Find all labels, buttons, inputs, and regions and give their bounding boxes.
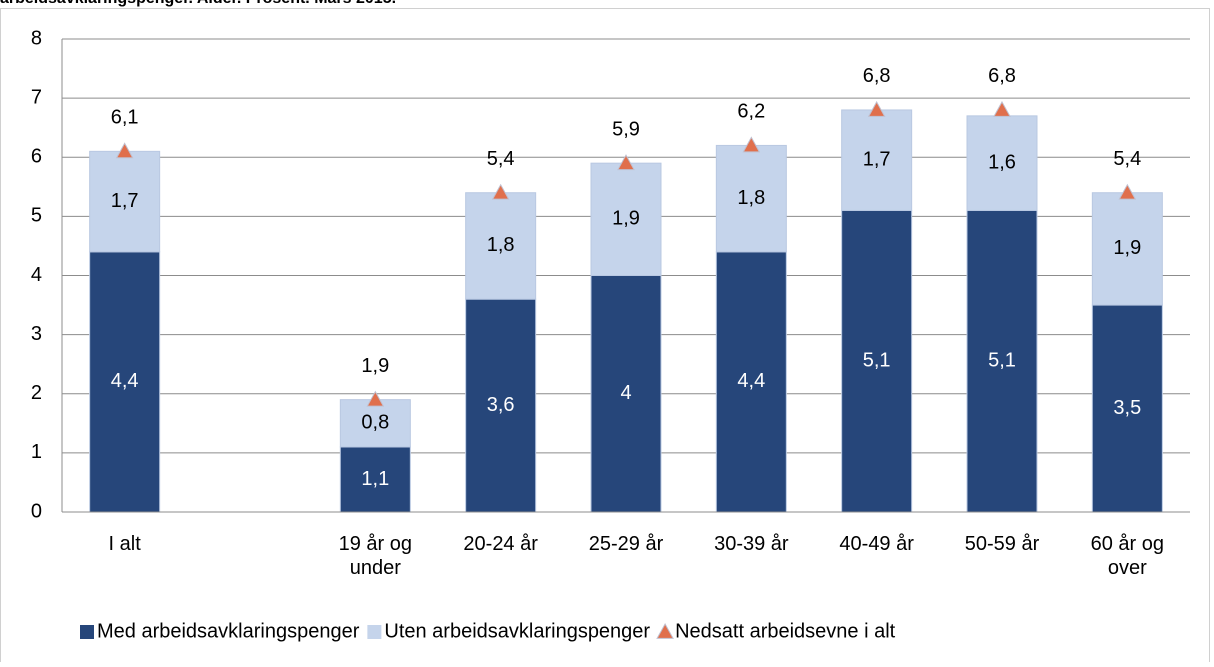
bar-segment <box>966 115 1038 211</box>
bar-segment <box>339 446 411 513</box>
data-label: 4,4 <box>737 370 765 392</box>
data-label: 1,6 <box>988 151 1016 173</box>
legend-label: Nedsatt arbeidsevne i alt <box>675 620 896 642</box>
data-label: 6,1 <box>111 107 139 129</box>
x-tick-label: 40-49 år <box>839 533 914 555</box>
legend-swatch <box>80 625 94 639</box>
y-tick-label: 4 <box>31 264 42 286</box>
data-label: 4 <box>620 382 631 404</box>
bar-segment <box>1091 304 1163 513</box>
total-marker <box>617 154 635 171</box>
bar-segment <box>465 298 537 513</box>
y-tick-label: 8 <box>31 27 42 49</box>
bar-segment <box>89 251 161 513</box>
y-tick-label: 5 <box>31 205 42 227</box>
bar-segment <box>89 150 161 253</box>
x-tick-label: 50-59 år <box>964 533 1040 555</box>
data-label: 1,9 <box>1113 237 1141 259</box>
legend-label: Med arbeidsavklaringspenger <box>97 620 360 642</box>
x-tick-label: 60 år og over <box>1090 533 1165 579</box>
total-marker <box>366 390 385 407</box>
data-label: 5,1 <box>863 350 891 372</box>
bar-segment <box>590 275 662 513</box>
x-tick-label: 20-24 år <box>463 533 538 555</box>
y-tick-label: 6 <box>31 146 42 168</box>
y-tick-label: 7 <box>31 86 42 108</box>
bar-segment <box>1091 192 1163 306</box>
legend-swatch <box>656 622 674 639</box>
data-label: 1,8 <box>487 234 515 256</box>
legend-label: Uten arbeidsavklaringspenger <box>384 620 650 642</box>
total-marker <box>867 100 886 117</box>
data-label: 6,8 <box>988 65 1016 87</box>
bar-segment <box>715 144 787 253</box>
y-tick-label: 2 <box>31 382 42 404</box>
data-label: 1,8 <box>737 187 765 209</box>
y-tick-label: 3 <box>31 323 42 345</box>
total-marker <box>993 100 1011 117</box>
x-tick-label: 30-39 år <box>714 533 789 555</box>
data-label: 1,7 <box>863 148 891 170</box>
data-label: 4,4 <box>111 370 139 392</box>
bar-segment <box>966 209 1038 513</box>
data-label: 3,5 <box>1113 397 1141 419</box>
bar-segment <box>465 192 537 300</box>
data-label: 1,9 <box>361 355 389 377</box>
data-label: 1,9 <box>612 208 640 230</box>
data-label: 0,8 <box>361 412 389 434</box>
data-label: 5,4 <box>1113 148 1141 170</box>
total-marker <box>1118 183 1137 200</box>
data-label: 6,8 <box>863 65 891 87</box>
bar-segment <box>590 162 662 277</box>
bar-segment <box>715 251 787 513</box>
bar-segment <box>841 109 913 211</box>
bar-segment <box>339 399 411 448</box>
total-marker <box>115 142 134 159</box>
y-tick-label: 1 <box>31 441 42 463</box>
legend-swatch <box>367 625 382 639</box>
y-tick-label: 0 <box>31 500 42 522</box>
data-label: 1,1 <box>361 468 389 490</box>
data-label: 5,9 <box>612 118 640 140</box>
data-label: 6,2 <box>737 101 765 123</box>
total-marker <box>742 136 761 153</box>
data-label: 5,4 <box>487 148 515 170</box>
bar-segment <box>841 209 913 513</box>
data-label: 1,7 <box>111 190 139 212</box>
total-marker <box>491 183 510 200</box>
data-label: 5,1 <box>988 350 1016 372</box>
chart-frame <box>0 8 1210 667</box>
data-label: 3,6 <box>487 394 515 416</box>
x-tick-label: 25-29 år <box>588 533 664 555</box>
chart-title: arbeidsavklaringspenger. Alder. Prosent.… <box>0 0 396 8</box>
x-tick-label: I alt <box>108 533 141 555</box>
x-tick-label: 19 år og under <box>338 533 413 579</box>
